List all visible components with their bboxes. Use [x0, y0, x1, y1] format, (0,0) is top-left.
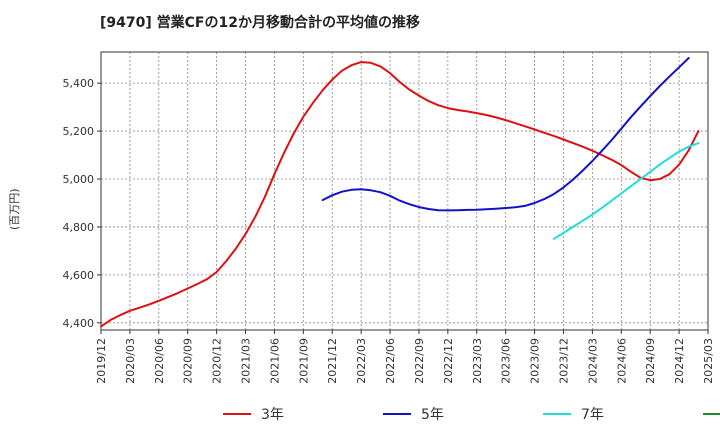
x-tick-label: 2024/03 [586, 338, 599, 384]
legend-label: 3年 [261, 407, 284, 423]
x-tick-label: 2024/09 [644, 338, 657, 384]
y-tick-label: 5,400 [63, 77, 95, 90]
x-axis-ticks: 2019/12 2020/03 2020/06 2020/09 2020/12 2021/… [95, 330, 715, 384]
y-tick-label: 4,800 [63, 221, 95, 234]
x-tick-label: 2022/09 [413, 338, 426, 384]
x-tick-label: 2019/12 [95, 338, 108, 384]
x-tick-label: 2021/12 [326, 338, 339, 384]
y-tick-label: 5,000 [63, 173, 95, 186]
legend: 3年5年7年10年 [223, 407, 720, 423]
series-line-2 [552, 142, 700, 240]
chart-title: [9470] 営業CFの12か月移動合計の平均値の推移 [100, 15, 420, 31]
series-line-1 [321, 57, 690, 212]
plot-area-frame [100, 51, 709, 331]
y-tick-label: 4,600 [63, 269, 95, 282]
x-tick-label: 2022/06 [384, 338, 397, 384]
x-tick-label: 2020/06 [153, 338, 166, 384]
legend-label: 7年 [581, 407, 604, 423]
x-tick-label: 2023/09 [529, 338, 542, 384]
x-tick-label: 2020/12 [211, 338, 224, 384]
x-tick-label: 2024/12 [673, 338, 686, 384]
x-tick-label: 2023/03 [471, 338, 484, 384]
y-tick-label: 4,400 [63, 317, 95, 330]
x-tick-label: 2023/06 [500, 338, 513, 384]
legend-label: 5年 [421, 407, 444, 423]
x-tick-label: 2024/06 [615, 338, 628, 384]
series-lines [100, 57, 700, 328]
x-tick-label: 2022/12 [442, 338, 455, 384]
x-tick-label: 2021/03 [240, 338, 253, 384]
x-tick-label: 2023/12 [557, 338, 570, 384]
x-tick-label: 2020/09 [182, 338, 195, 384]
y-tick-label: 5,200 [63, 125, 95, 138]
x-tick-label: 2021/09 [297, 338, 310, 384]
x-tick-label: 2022/03 [355, 338, 368, 384]
grid-lines [100, 52, 709, 330]
y-axis-ticks: 4,400 4,600 4,800 5,000 5,200 5,400 [63, 77, 101, 330]
series-line-0 [100, 61, 700, 328]
x-tick-label: 2025/03 [702, 338, 715, 384]
x-tick-label: 2020/03 [124, 338, 137, 384]
x-tick-label: 2021/06 [268, 338, 281, 384]
